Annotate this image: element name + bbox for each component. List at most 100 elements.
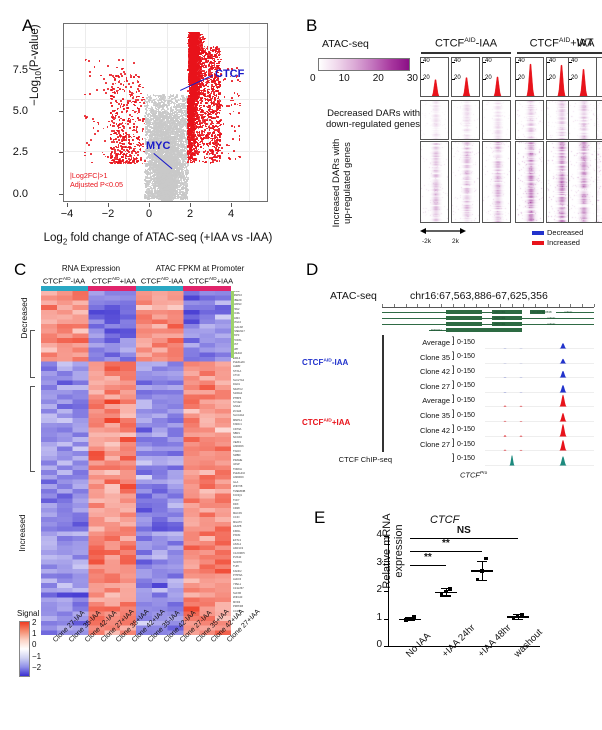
cbar-tick-0: 0 — [310, 73, 316, 84]
data-point — [448, 587, 452, 591]
range-bracket: ] — [452, 379, 455, 389]
col-group-2: CTCFAID+IAA — [88, 276, 140, 286]
signal-track — [485, 394, 594, 407]
exon-block — [482, 328, 522, 332]
data-point — [444, 590, 448, 594]
y-tick-5.0: 5.0 — [0, 105, 28, 117]
y-tickmark — [384, 564, 388, 565]
sig-tick-neg2: −2 — [32, 662, 41, 673]
panel-b-assay-title: ATAC-seq — [322, 38, 369, 50]
gene-track-name: RIPOR1 — [494, 316, 505, 320]
panel-c-label: C — [14, 260, 26, 280]
intron-line — [556, 312, 594, 313]
gene-track-row: RIPOR1 — [382, 316, 594, 320]
y-tick-label: 1 — [364, 612, 382, 623]
row-group-strip-decreased — [231, 291, 234, 358]
coordinate-tick — [453, 304, 454, 307]
coordinate-tick — [429, 304, 430, 307]
x-tickmark — [231, 203, 232, 207]
track-scale-range: 0-150 — [457, 368, 475, 375]
gene-track-name: RIPOR1 — [494, 310, 505, 314]
intron-line — [382, 312, 446, 313]
coordinate-tick — [394, 304, 395, 307]
y-tick-2.5: 2.5 — [0, 146, 28, 158]
track-row-label: Average — [386, 396, 450, 405]
sig-tick-1: 1 — [32, 628, 41, 639]
sig-tick-neg1: −1 — [32, 651, 41, 662]
track-row-label: Clone 42 — [386, 367, 450, 376]
data-point — [516, 615, 520, 619]
track-row-label: Clone 35 — [386, 411, 450, 420]
gene-track-row: RIPOR1 — [382, 310, 594, 314]
track-row-label: Clone 27 — [386, 440, 450, 449]
group-label-wt: WT — [555, 37, 602, 49]
range-bracket: ] — [452, 437, 455, 447]
col-group-4: CTCFAID+IAA — [185, 276, 237, 286]
range-bracket: ] — [452, 452, 455, 462]
coordinate-tick — [582, 304, 583, 307]
track-row-label: Clone 42 — [386, 426, 450, 435]
panel-a-xlabel: Log2 fold change of ATAC-seq (+IAA vs -I… — [28, 232, 288, 246]
section-title-atac: ATAC FPKM at Promoter — [140, 264, 260, 273]
gene-track-name: RIPOR1 — [431, 328, 442, 332]
y-axis — [388, 536, 389, 646]
range-bracket: ] — [452, 364, 455, 374]
y-tick-label: 3 — [364, 557, 382, 568]
data-point — [520, 613, 524, 617]
gene-track-name: CTCF — [547, 322, 555, 326]
peak-label-ctcf-pro: CTCFPro — [460, 470, 487, 480]
col-group-3: CTCFAID-IAA — [136, 276, 188, 286]
legend-decreased: Decreased — [532, 228, 583, 237]
x-tick-4: 4 — [216, 208, 246, 220]
data-point — [404, 618, 408, 622]
track-row-label: Clone 27 — [386, 382, 450, 391]
coordinate-axis — [382, 307, 594, 308]
x-tickmark — [149, 203, 150, 207]
significance-bar — [410, 565, 446, 566]
y-tick-label: 4 — [364, 529, 382, 540]
scale-left: -2k — [422, 238, 431, 245]
track-scale-range: 0-150 — [457, 339, 475, 346]
coordinate-tick — [382, 304, 383, 307]
group-label-minus-iaa: CTCFAID-IAA — [302, 358, 348, 367]
track-row-label: CTCF ChIP-seq — [310, 455, 392, 464]
track-scale-range: 0-150 — [457, 426, 475, 433]
threshold-fc: |Log2FC|>1 — [70, 171, 123, 180]
coordinate-tick — [512, 304, 513, 307]
legend-swatch-decreased — [532, 231, 544, 235]
sig-tick-0: 0 — [32, 639, 41, 650]
significance-label: NS — [450, 525, 478, 536]
legend-swatch-increased — [532, 241, 544, 245]
gene-label-myc: MYC — [146, 140, 170, 152]
exon-block — [446, 322, 482, 326]
error-bar-cap — [477, 561, 487, 562]
y-tick-label: 2 — [364, 584, 382, 595]
exon-block — [446, 316, 482, 320]
y-tickmark — [384, 619, 388, 620]
coordinate-tick — [523, 304, 524, 307]
data-point — [476, 578, 480, 582]
gene-track-row: RIPOR1 — [382, 322, 594, 326]
row-group-increased: Increased — [17, 503, 27, 563]
gene-track-name: RIPOR1 — [494, 322, 505, 326]
coordinate-tick — [570, 304, 571, 307]
x-tickmark — [108, 203, 109, 207]
panel-e-label: E — [314, 508, 325, 528]
range-bracket: ] — [452, 350, 455, 360]
y-tick-0.0: 0.0 — [0, 188, 28, 200]
panel-c-heatmap: C RNA Expression ATAC FPKM at Promoter C… — [0, 258, 300, 730]
significance-bar — [410, 551, 482, 552]
signal-track — [485, 438, 594, 451]
significance-bar — [410, 538, 518, 539]
x-tick--4: −4 — [52, 208, 82, 220]
panel-b-label: B — [306, 16, 317, 36]
range-bracket: ] — [452, 423, 455, 433]
x-tick-0: 0 — [134, 208, 164, 220]
x-tickmark — [190, 203, 191, 207]
panel-d-label: D — [306, 260, 318, 280]
gene-label-ctcf: CTCF — [215, 68, 244, 80]
gene-track-name: CTCF — [564, 310, 572, 314]
intron-line — [482, 318, 493, 319]
sig-tick-2: 2 — [32, 617, 41, 628]
